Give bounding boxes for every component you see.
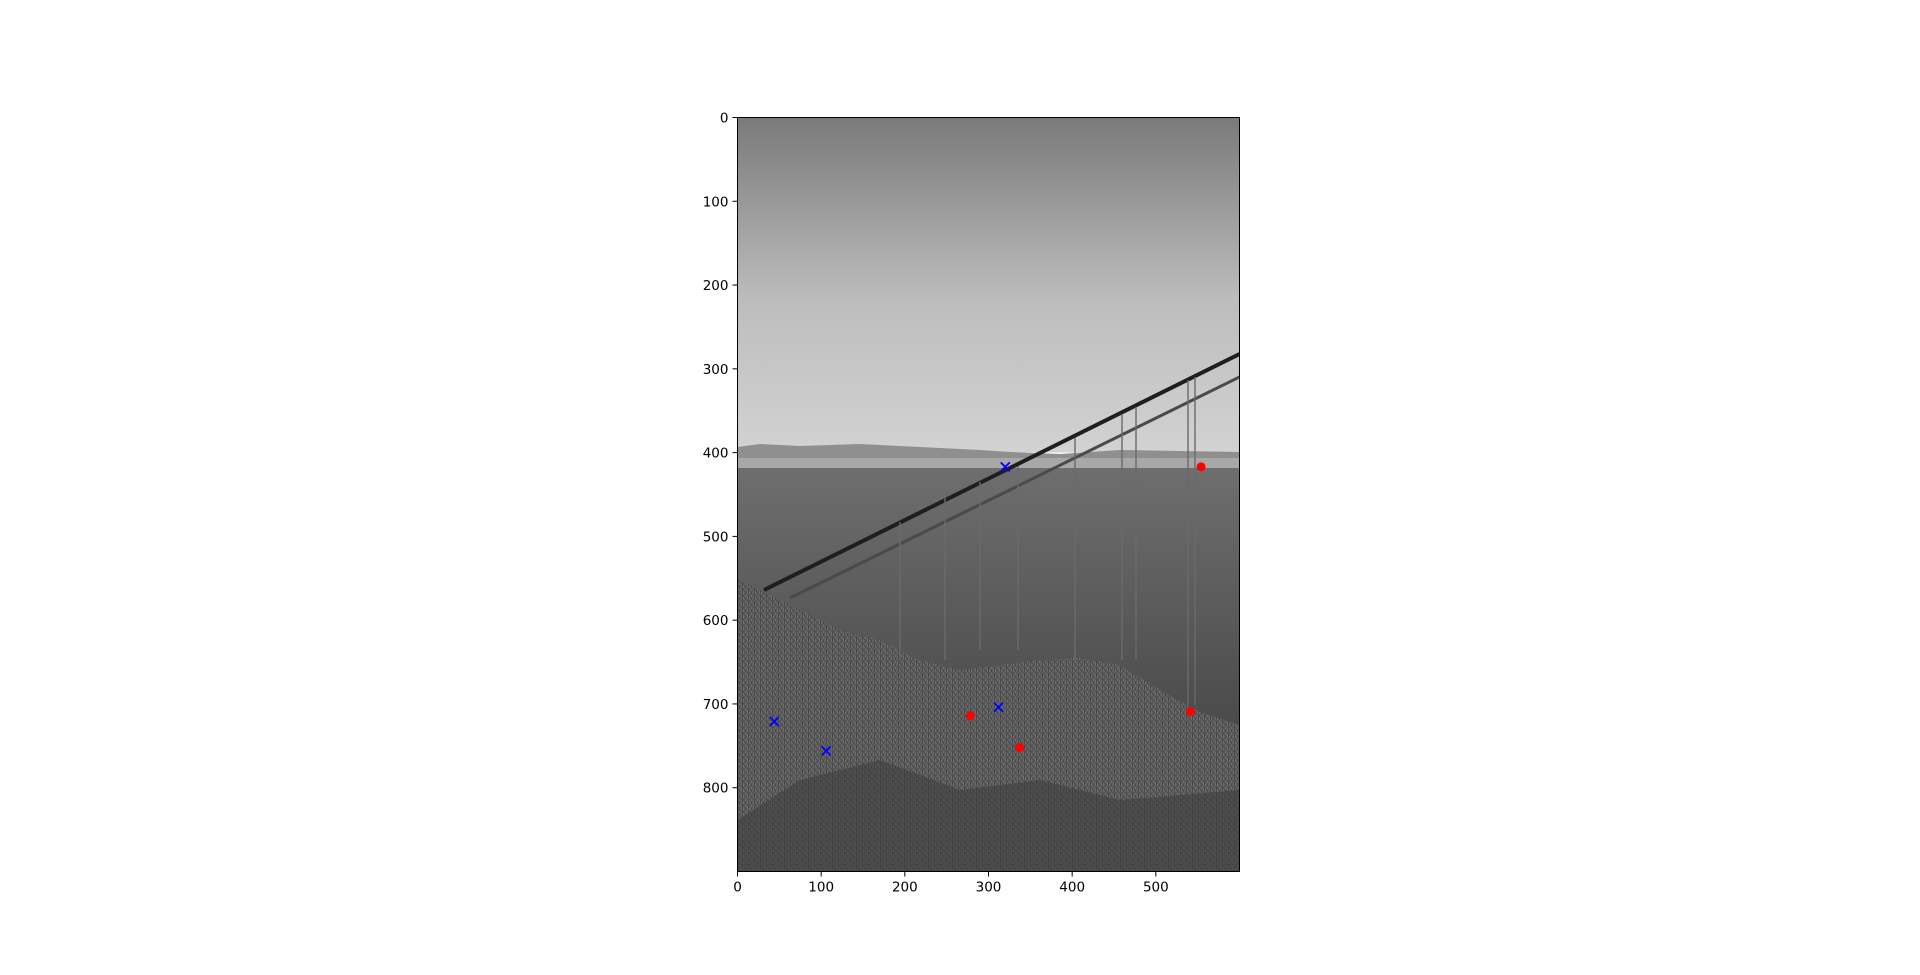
red-dot-marker — [1196, 462, 1206, 472]
sky — [737, 117, 1240, 453]
x-tick-label: 100 — [808, 880, 834, 896]
y-tick-label: 500 — [703, 529, 729, 545]
x-tick-label: 0 — [733, 880, 742, 896]
y-tick-label: 600 — [703, 613, 729, 629]
y-tick-label: 400 — [703, 446, 729, 462]
y-axis: 0 100 200 300 400 500 600 700 800 — [703, 111, 738, 797]
red-dot-marker — [1185, 706, 1195, 716]
x-tick-label: 400 — [1059, 880, 1085, 896]
bridge-cables — [763, 352, 1240, 705]
x-tick-label: 300 — [976, 880, 1002, 896]
x-tick-label: 500 — [1143, 880, 1169, 896]
photo-background — [737, 117, 1240, 872]
blue-x-marker — [993, 702, 1004, 713]
red-dot-marker — [965, 711, 975, 721]
y-tick-label: 100 — [703, 194, 729, 210]
x-tick-label: 200 — [892, 880, 918, 896]
red-dot-marker — [1014, 743, 1024, 753]
y-tick-label: 0 — [720, 111, 729, 127]
city-shoreline — [737, 458, 1240, 470]
blue-x-marker — [821, 745, 832, 756]
y-tick-label: 800 — [703, 781, 729, 797]
y-tick-label: 700 — [703, 697, 729, 713]
data-markers — [769, 461, 1206, 756]
blue-x-marker — [1000, 461, 1011, 472]
hillside-shadow — [737, 760, 1240, 872]
y-tick-label: 300 — [703, 362, 729, 378]
y-tick-label: 200 — [703, 278, 729, 294]
blue-x-marker — [769, 716, 780, 727]
x-axis: 0 100 200 300 400 500 — [733, 871, 1169, 896]
